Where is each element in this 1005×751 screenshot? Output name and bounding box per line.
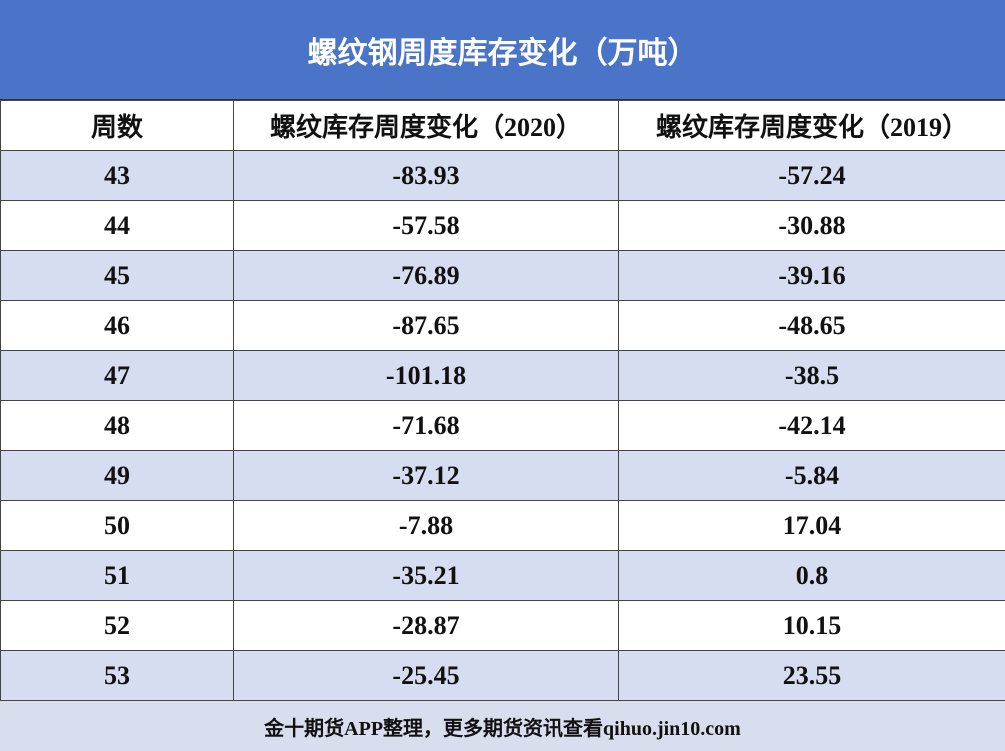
column-header: 螺纹库存周度变化（2019） — [618, 100, 1005, 151]
table-row: 52 -28.87 10.15 — [0, 600, 1005, 651]
inventory-table: 周数 螺纹库存周度变化（2020） 螺纹库存周度变化（2019） 43 -83.93-… — [0, 100, 1005, 701]
title: 螺纹钢周度库存变化（万吨） — [0, 0, 1005, 100]
table-cell: -71.68 — [233, 400, 619, 451]
table-cell: 48 — [0, 400, 234, 451]
table-cell: -76.89 — [233, 250, 619, 301]
table-row: 46 -87.65 -48.65 — [0, 300, 1005, 351]
table-cell: -28.87 — [233, 600, 619, 651]
table-row: 47 -101.18 -38.5 — [0, 350, 1005, 401]
table-cell: 46 — [0, 300, 234, 351]
table-cell: 51 — [0, 550, 234, 601]
table-cell: -7.88 — [233, 500, 619, 551]
table-row: 48 -71.68 -42.14 — [0, 400, 1005, 451]
table-cell: -38.5 — [618, 350, 1005, 401]
table-cell: -39.16 — [618, 250, 1005, 301]
table-row: 50 -7.88 17.04 — [0, 500, 1005, 551]
table-cell: -101.18 — [233, 350, 619, 401]
table-row: 44 -57.58 -30.88 — [0, 200, 1005, 251]
table-cell: 23.55 — [618, 650, 1005, 701]
table-cell: 45 — [0, 250, 234, 301]
header-row: 周数 螺纹库存周度变化（2020） 螺纹库存周度变化（2019） — [0, 100, 1005, 151]
table-cell: -35.21 — [233, 550, 619, 601]
footer: 金十期货APP整理，更多期货资讯查看qihuo.jin10.com — [0, 701, 1005, 751]
table-cell: 0.8 — [618, 550, 1005, 601]
table-cell: 49 — [0, 450, 234, 501]
table-cell: 50 — [0, 500, 234, 551]
table-row: 51 -35.21 0.8 — [0, 550, 1005, 601]
table-row: 49 -37.12 -5.84 — [0, 450, 1005, 501]
table-row: 43 -83.93 -57.24 — [0, 150, 1005, 201]
table-row: 45 -76.89 -39.16 — [0, 250, 1005, 301]
table-cell: -5.84 — [618, 450, 1005, 501]
table-cell: -37.12 — [233, 450, 619, 501]
table-cell: 17.04 — [618, 500, 1005, 551]
table-cell: -87.65 — [233, 300, 619, 351]
table-cell: 10.15 — [618, 600, 1005, 651]
table-cell: 44 — [0, 200, 234, 251]
table-cell: -30.88 — [618, 200, 1005, 251]
table-cell: -42.14 — [618, 400, 1005, 451]
column-header: 螺纹库存周度变化（2020） — [233, 100, 619, 151]
table-cell: 52 — [0, 600, 234, 651]
table-cell: -57.24 — [618, 150, 1005, 201]
table-cell: -83.93 — [233, 150, 619, 201]
table-cell: -48.65 — [618, 300, 1005, 351]
table-cell: 47 — [0, 350, 234, 401]
table-cell: -25.45 — [233, 650, 619, 701]
table-cell: -57.58 — [233, 200, 619, 251]
table-row: 53 -25.45 23.55 — [0, 650, 1005, 701]
table-cell: 43 — [0, 150, 234, 201]
table-cell: 53 — [0, 650, 234, 701]
column-header: 周数 — [0, 100, 234, 151]
